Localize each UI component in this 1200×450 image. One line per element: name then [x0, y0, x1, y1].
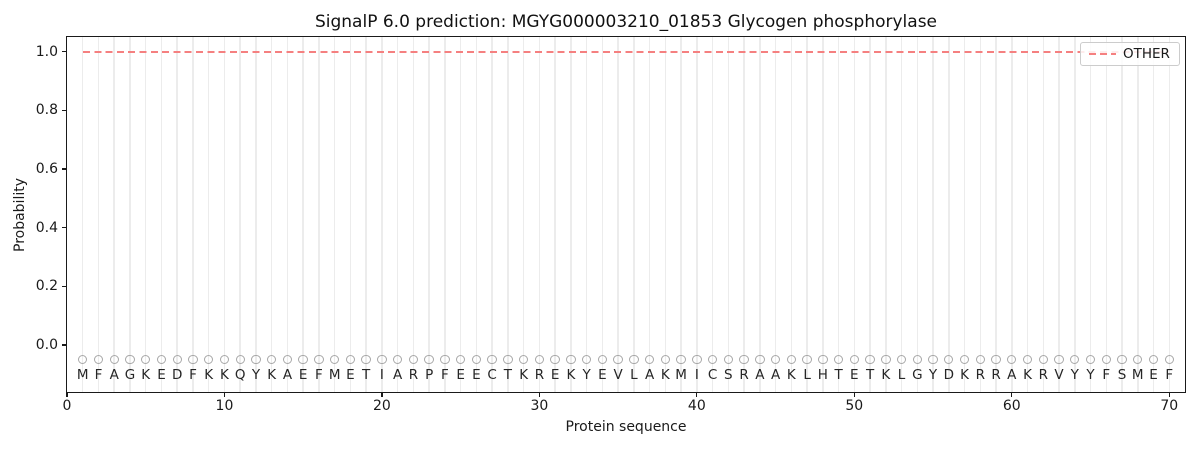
chart-title: SignalP 6.0 prediction: MGYG000003210_01… — [314, 12, 938, 32]
y-tick-label: 0.6 — [35, 161, 58, 178]
y-tick-label: 0.2 — [35, 278, 58, 295]
x-axis-label: Protein sequence — [565, 419, 687, 435]
x-tick-label: 20 — [373, 398, 391, 414]
legend: OTHER — [1080, 42, 1180, 66]
x-tick-label: 10 — [215, 398, 234, 414]
y-tick-label: 1.0 — [35, 43, 58, 60]
legend-label-other: OTHER — [1123, 46, 1170, 62]
x-tick-label: 40 — [687, 398, 706, 414]
x-tick-label: 0 — [62, 398, 72, 414]
y-axis-label: Probability — [12, 177, 28, 253]
plot-area — [66, 36, 1186, 393]
x-tick-label: 30 — [530, 398, 549, 414]
x-tick-label: 50 — [845, 398, 864, 414]
y-tick-label: 0.8 — [35, 102, 58, 119]
other-dashed-line-swatch — [1089, 53, 1116, 55]
x-tick-label: 70 — [1160, 398, 1179, 414]
x-tick-label: 60 — [1002, 398, 1021, 414]
y-tick-label: 0.0 — [35, 337, 58, 354]
